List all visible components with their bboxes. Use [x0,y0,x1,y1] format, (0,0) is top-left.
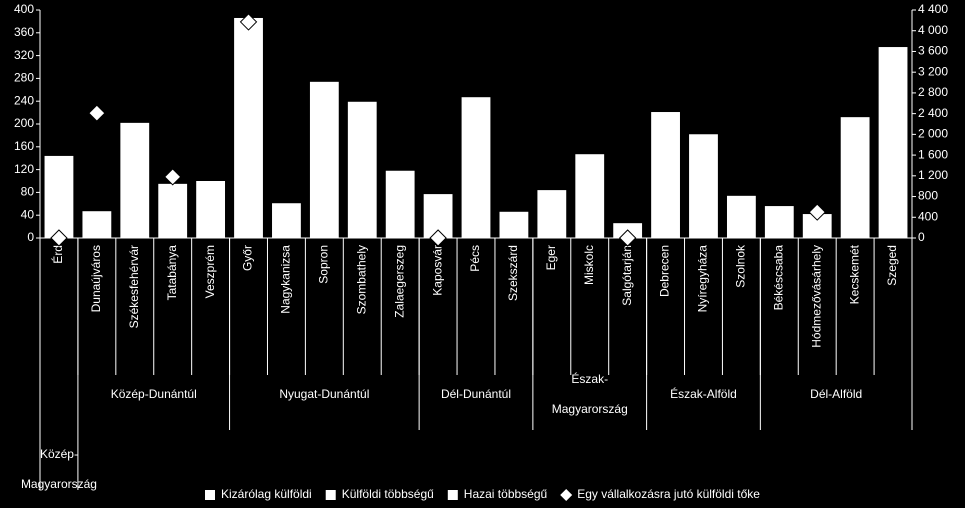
y-tick-label: 200 [14,116,34,130]
y2-tick-label: 400 [918,209,938,223]
bar [347,101,377,239]
x-tick-label: Miskolc [582,245,596,285]
y2-tick-label: 2 400 [918,106,948,120]
legend-marker [560,489,573,501]
bar [196,181,226,238]
group-label: Észak-Alföld [670,386,737,401]
bar [44,155,74,238]
y-tick-label: 40 [21,207,35,221]
y2-tick-label: 4 000 [918,23,948,37]
x-tick-label: Kaposvár [430,245,444,296]
marker [429,229,447,247]
bar [385,170,415,238]
group-label: Nyugat-Dunántúl [279,387,369,401]
y-tick-label: 80 [21,185,35,199]
group-label: Dél-Alföld [810,387,862,401]
legend-label: Egy vállalkozásra jutó külföldi tőke [577,487,760,501]
y2-tick-label: 3 600 [918,44,948,58]
y2-tick-label: 2 000 [918,127,948,141]
y2-tick-label: 800 [918,189,938,203]
bar [461,97,491,239]
y-tick-label: 320 [14,48,34,62]
x-tick-label: Pécs [468,245,482,272]
x-tick-label: Salgótarján [620,245,634,306]
y-tick-label: 160 [14,139,34,153]
bar [726,195,756,238]
x-tick-label: Nagykanizsa [279,245,293,314]
x-tick-label: Szolnok [734,244,748,288]
y-tick-label: 360 [14,25,34,39]
marker [163,168,182,186]
y2-tick-label: 2 800 [918,85,948,99]
bar [309,81,339,238]
y-tick-label: 400 [14,2,34,16]
bar [575,154,605,238]
marker [88,104,106,122]
legend-marker [325,490,336,500]
bar [764,206,794,238]
bar [651,112,680,238]
x-tick-label: Debrecen [658,245,672,297]
x-tick-label: Hódmezővásárhely [809,245,823,348]
y-tick-label: 240 [14,93,34,107]
y-tick-label: 0 [27,230,34,244]
bar [234,17,263,239]
x-tick-label: Sopron [317,245,331,284]
bar [537,190,567,238]
group-label: Észak- [571,371,608,386]
x-tick-label: Kecskemét [847,244,861,304]
bar [158,183,188,238]
bar [120,122,150,238]
legend-marker [447,490,458,500]
x-tick-label: Veszprém [203,245,217,298]
x-tick-label: Székesfehérvár [127,245,141,328]
legend-label: Hazai többségű [464,487,548,501]
marker [618,229,637,247]
marker [808,203,826,221]
y2-tick-label: 3 200 [918,64,948,78]
bar [272,203,301,238]
marker [239,13,258,31]
x-tick-label: Békéscsaba [771,245,785,311]
bar [802,214,832,238]
legend-marker [205,490,215,500]
x-tick-label: Tatabánya [165,245,179,301]
bar [878,47,908,238]
x-tick-label: Győr [241,245,255,271]
group-label: Közép- [40,447,78,461]
bar [82,211,112,238]
x-tick-label: Szombathely [354,245,368,314]
bar [689,134,718,238]
x-tick-label: Érd [50,245,65,264]
x-tick-label: Eger [544,245,558,270]
legend-label: Külföldi többségű [342,487,434,501]
group-label: Közép-Dunántúl [111,387,197,401]
y2-tick-label: 0 [918,230,925,244]
bar [840,117,870,238]
y-tick-label: 280 [14,71,34,85]
x-tick-label: Nyíregyháza [696,245,710,313]
group-label: Magyarország [552,402,628,416]
x-tick-label: Szekszárd [506,245,520,301]
marker [50,229,68,247]
x-tick-label: Szeged [885,245,899,286]
group-label: Magyarország [21,477,97,491]
legend-label: Kizárólag külföldi [221,487,312,501]
x-tick-label: Dunaújváros [89,245,103,312]
bar [499,211,529,238]
y-tick-label: 120 [14,162,34,176]
y2-tick-label: 1 600 [918,147,948,161]
y2-tick-label: 4 400 [918,2,948,16]
group-label: Dél-Dunántúl [441,387,511,401]
y2-tick-label: 1 200 [918,168,948,182]
x-tick-label: Zalaegerszeg [392,245,406,318]
